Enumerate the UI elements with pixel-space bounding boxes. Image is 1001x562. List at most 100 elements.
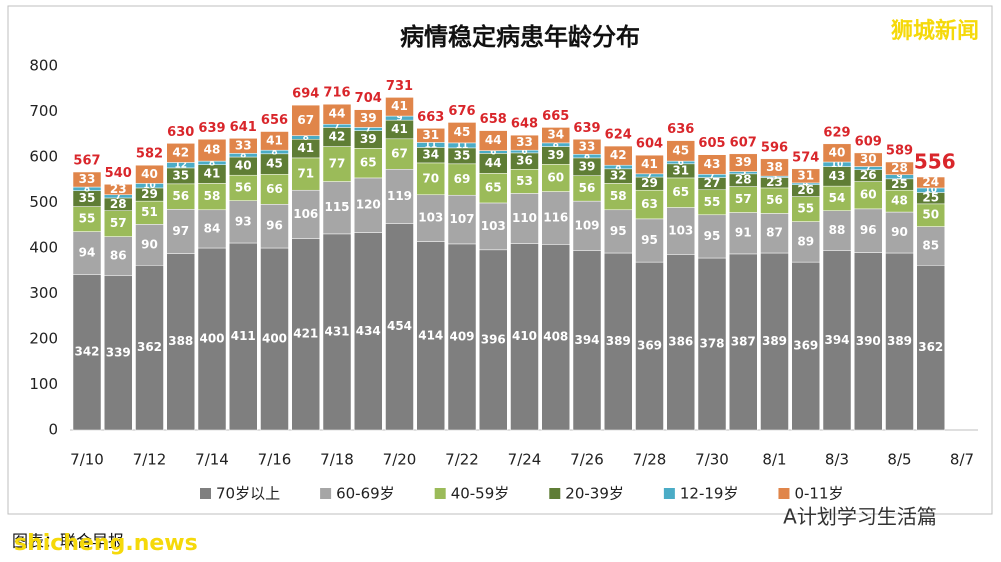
x-tick-label: 7/30: [695, 451, 729, 469]
segment-label: 342: [74, 345, 99, 359]
legend-label: 60-69岁: [336, 485, 395, 503]
segment-label: 39: [360, 111, 377, 125]
bar-segment: [760, 252, 789, 431]
total-label: 540: [105, 166, 132, 181]
bar-segment: [791, 221, 820, 263]
bar-segment: [666, 207, 695, 255]
segment-label: 40: [235, 159, 252, 173]
segment-label: 41: [641, 157, 658, 171]
segment-label: 94: [79, 246, 96, 260]
segment-label: 42: [172, 145, 189, 159]
bar-segment: [354, 148, 383, 179]
y-tick-label: 300: [29, 284, 58, 302]
total-label: 629: [823, 125, 850, 140]
segment-label: 396: [481, 332, 506, 346]
segment-label: 386: [668, 335, 693, 349]
segment-label: 57: [110, 216, 127, 230]
segment-label: 389: [887, 334, 912, 348]
segment-label: 431: [324, 324, 349, 338]
bar-segment: [385, 223, 414, 431]
bar-segment: [479, 202, 508, 251]
bar-segment: [322, 233, 352, 431]
bar-segment: [291, 157, 320, 191]
bar-segment: [447, 122, 477, 144]
segment-label: 31: [672, 163, 689, 177]
bar-segment: [447, 194, 477, 245]
segment-label: 39: [579, 159, 596, 173]
total-label: 716: [323, 86, 350, 101]
x-tick-label: 8/7: [950, 451, 974, 469]
segment-label: 33: [235, 138, 252, 152]
segment-label: 53: [516, 174, 533, 188]
site-watermark: shicheng.news: [14, 531, 198, 556]
bar-segment: [729, 153, 758, 172]
segment-label: 120: [356, 198, 381, 212]
segment-label: 35: [454, 148, 471, 162]
segment-label: 115: [324, 200, 349, 214]
segment-label: 389: [606, 334, 631, 348]
segment-label: 33: [79, 172, 96, 186]
segment-label: 103: [668, 223, 693, 237]
bar-segment: [197, 183, 227, 211]
segment-label: 44: [329, 107, 346, 121]
legend-label: 0-11岁: [794, 485, 843, 503]
legend-label: 40-59岁: [451, 485, 510, 503]
account: A计划学习生活篇: [783, 505, 937, 529]
source: 图表：联合早报: [12, 532, 124, 551]
total-label: 658: [480, 112, 507, 127]
segment-label: 414: [418, 328, 443, 342]
segment-label: 11: [424, 140, 437, 150]
segment-label: 87: [766, 226, 783, 240]
y-tick-label: 200: [29, 330, 58, 348]
segment-label: 95: [610, 224, 627, 238]
segment-label: 7: [365, 125, 371, 135]
bar-segment: [229, 138, 258, 154]
segment-label: 378: [699, 337, 724, 351]
segment-label: 42: [329, 129, 346, 143]
total-label: 609: [855, 134, 882, 149]
legend-swatch: [434, 488, 446, 499]
segment-label: 119: [387, 189, 412, 203]
bar-segment: [166, 183, 195, 210]
bar-segment: [447, 243, 477, 431]
legend-label: 12-19岁: [680, 485, 739, 503]
bar-segment: [135, 224, 164, 266]
bar-segment: [635, 261, 664, 431]
segment-label: 6: [678, 158, 684, 168]
segment-label: 7: [709, 171, 715, 181]
segment-label: 41: [391, 99, 408, 113]
segment-label: 434: [356, 324, 381, 338]
bar-segment: [791, 196, 820, 222]
x-tick-label: 7/12: [133, 451, 167, 469]
segment-label: 34: [547, 128, 564, 142]
bar-segment: [260, 131, 289, 151]
segment-label: 42: [610, 148, 627, 162]
segment-label: 90: [891, 225, 908, 239]
bar-segment: [916, 265, 945, 431]
total-label: 589: [886, 144, 913, 159]
segment-label: 10: [831, 160, 844, 170]
segment-label: 97: [172, 224, 189, 238]
total-label: 663: [417, 110, 444, 125]
bar-segment: [635, 189, 664, 220]
segment-label: 28: [891, 161, 908, 175]
total-label: 676: [448, 104, 475, 119]
bar-segment: [510, 193, 539, 244]
segment-label: 65: [360, 156, 377, 170]
x-tick-label: 7/26: [570, 451, 604, 469]
total-label: 665: [542, 109, 569, 124]
total-label: 648: [511, 117, 538, 132]
segment-label: 116: [543, 210, 568, 224]
segment-label: 65: [672, 185, 689, 199]
segment-label: 7: [334, 121, 340, 131]
x-tick-label: 7/14: [195, 451, 229, 469]
segment-label: 454: [387, 319, 412, 333]
segment-label: 339: [106, 345, 131, 359]
bar-segment: [635, 218, 664, 263]
segment-label: 58: [204, 189, 221, 203]
bar-segment: [697, 257, 727, 431]
segment-label: 3: [771, 172, 777, 182]
bar-segment: [822, 250, 852, 431]
segment-label: 84: [204, 221, 221, 235]
